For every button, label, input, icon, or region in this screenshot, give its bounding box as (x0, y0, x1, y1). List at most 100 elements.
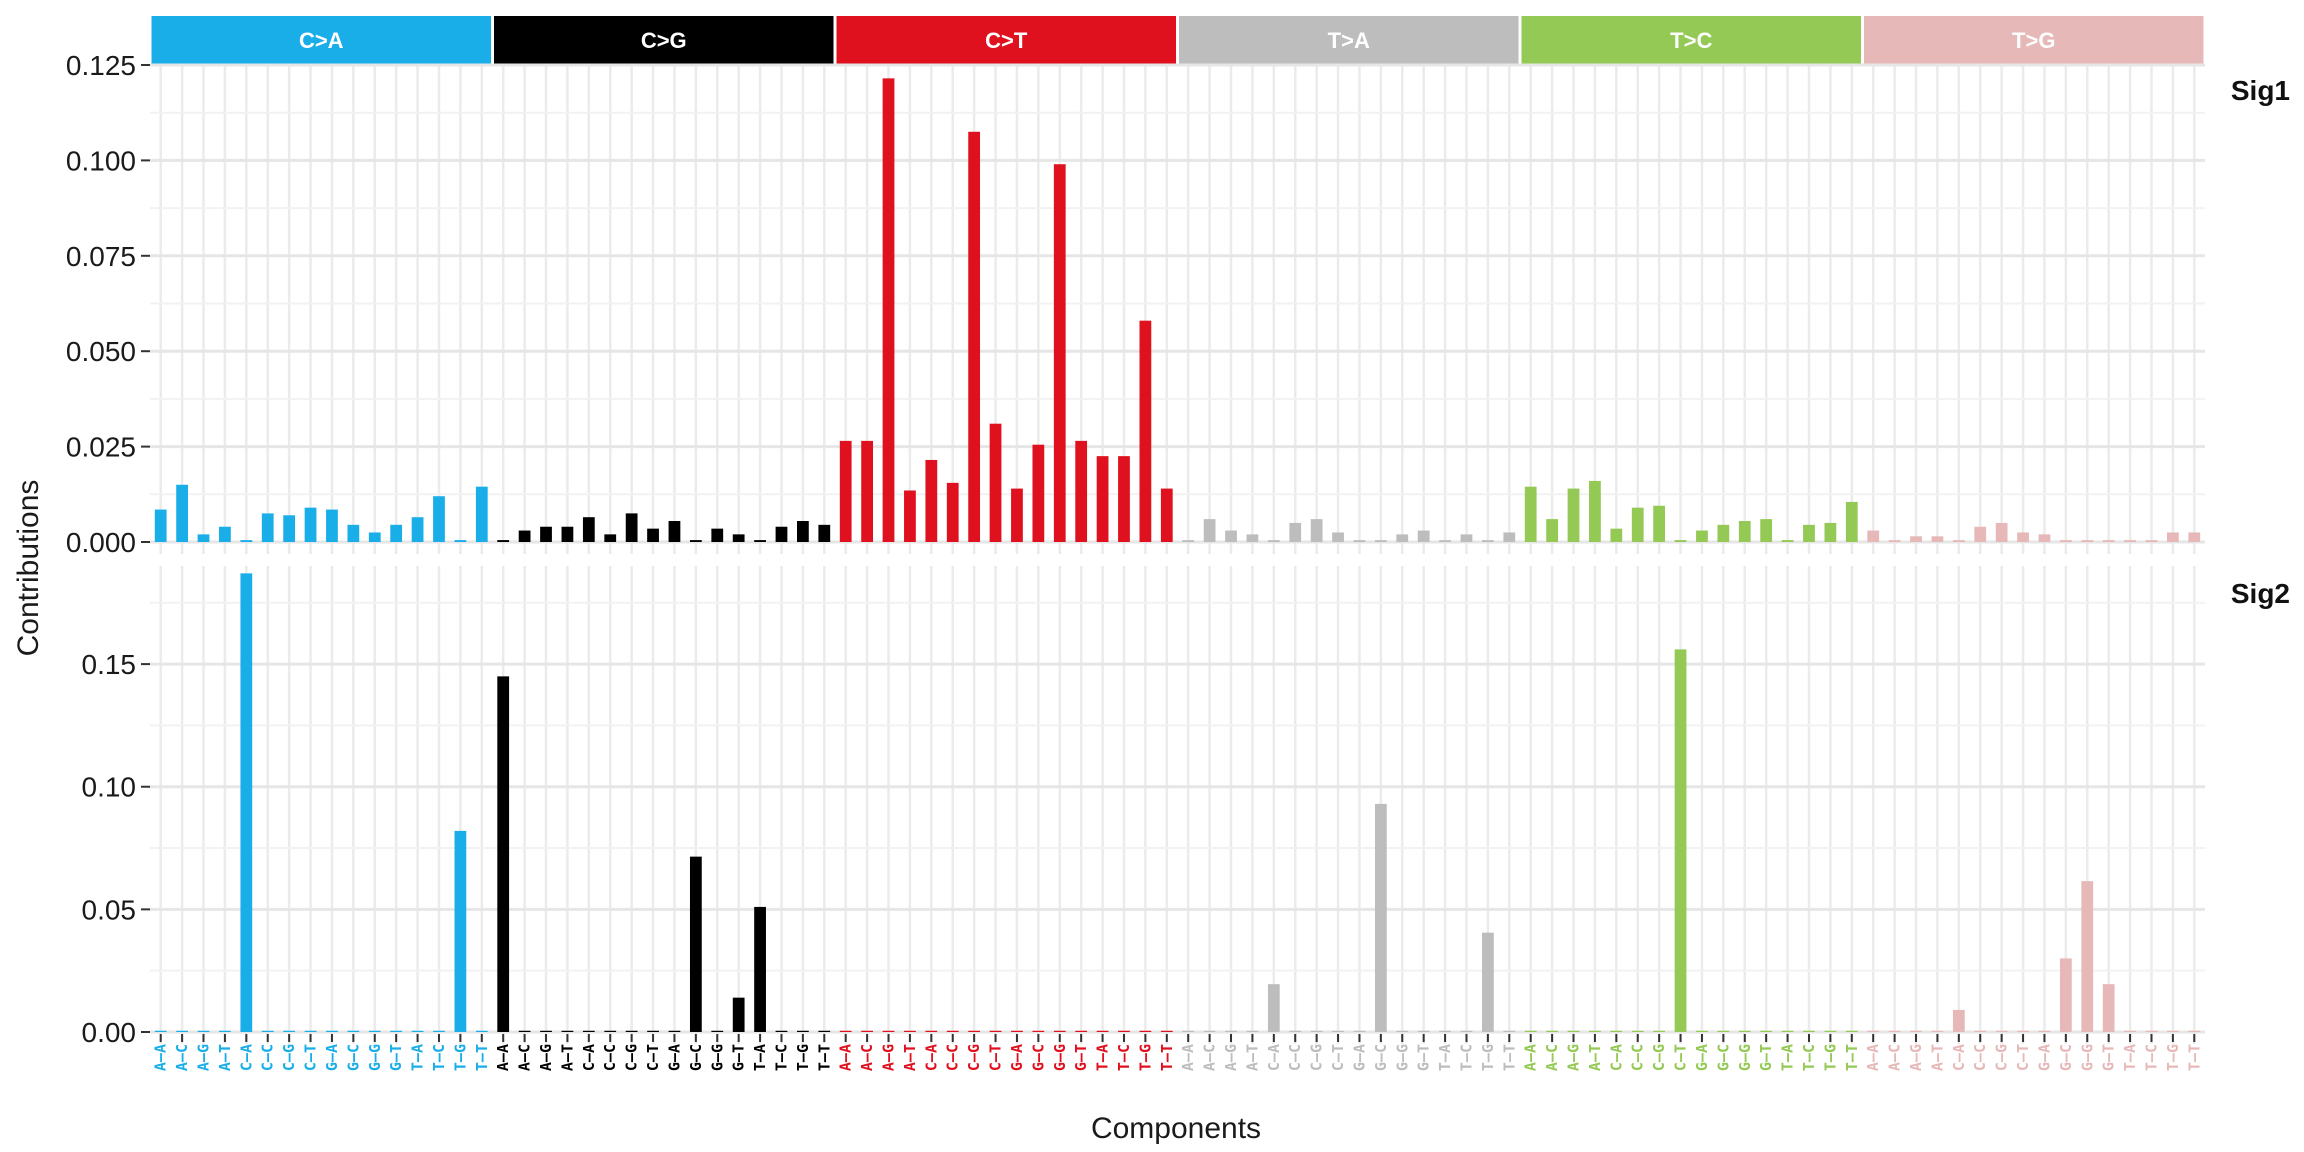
x-tick-label: T–T (815, 1044, 833, 1071)
bar (283, 1030, 296, 1032)
bar (154, 1030, 167, 1032)
bar (711, 528, 724, 542)
bar (1032, 444, 1045, 542)
bar (1011, 488, 1023, 542)
x-tick-label: G–T (1072, 1044, 1090, 1071)
bar (797, 521, 809, 542)
x-tick-label: A–T (1928, 1044, 1946, 1071)
bar (625, 1030, 638, 1032)
bar (2059, 958, 2072, 1032)
bar (497, 676, 510, 1032)
bar (1011, 1030, 1023, 1032)
bar (2124, 1030, 2136, 1032)
facet-label: Sig1 (2231, 75, 2290, 106)
bar (347, 1030, 360, 1032)
bar (326, 509, 338, 542)
bar (925, 1030, 938, 1032)
bar (1310, 519, 1323, 542)
bar (1567, 488, 1580, 542)
x-tick-label: T–A (409, 1044, 427, 1071)
bar (1203, 1030, 1216, 1032)
bar (1674, 540, 1687, 542)
bar (968, 1030, 981, 1032)
bar (582, 1030, 595, 1032)
bar (454, 830, 467, 1032)
strip-label: C>G (641, 28, 687, 53)
x-tick-label: C–T (644, 1044, 662, 1071)
y-tick-label: 0.025 (66, 432, 136, 463)
bar (454, 540, 467, 542)
bar (1931, 536, 1944, 542)
x-tick-label: G–C (2057, 1044, 2075, 1071)
bar (1503, 1030, 1516, 1032)
bar (882, 1030, 895, 1032)
bar (1589, 480, 1601, 542)
strip-C-to-T (836, 16, 1176, 64)
y-tick-label: 0.075 (66, 241, 136, 272)
bar (1653, 505, 1666, 542)
x-tick-label: C–C (1971, 1044, 1989, 1071)
bar (1396, 534, 1409, 542)
bar (1589, 1030, 1601, 1032)
bar (1546, 1030, 1558, 1032)
bar (518, 1030, 531, 1032)
x-tick-label: G–G (708, 1044, 726, 1071)
bar (1032, 1030, 1045, 1032)
x-tick-label: C–A (1950, 1044, 1968, 1071)
y-tick-label: 0.15 (82, 649, 137, 680)
bar (304, 1030, 317, 1032)
bar (1267, 984, 1280, 1032)
bar (326, 1030, 338, 1032)
bar (1546, 519, 1558, 542)
bar (1246, 1030, 1259, 1032)
x-tick-label: T–G (1479, 1044, 1497, 1071)
bar (1696, 1030, 1708, 1032)
bar (1332, 532, 1344, 542)
x-tick-label: C–C (601, 1044, 619, 1071)
bar (1974, 1030, 1987, 1032)
bar (1225, 530, 1237, 542)
x-tick-label: G–G (2078, 1044, 2096, 1071)
strip-label: T>C (1670, 28, 1712, 53)
x-tick-label: C–A (580, 1044, 598, 1071)
bar (1310, 1030, 1323, 1032)
x-tick-label: T–G (794, 1044, 812, 1071)
bar (1717, 524, 1730, 542)
bar (946, 482, 959, 542)
strip-T-to-C (1521, 16, 1861, 64)
bar (1524, 486, 1537, 542)
y-tick-label: 0.050 (66, 336, 136, 367)
bar (1653, 1030, 1666, 1032)
x-tick-label: A–C (516, 1044, 534, 1071)
y-tick-label: 0.05 (82, 894, 137, 925)
x-tick-label: T–A (1094, 1044, 1112, 1071)
bar (689, 540, 702, 542)
x-tick-label: C–G (1993, 1044, 2011, 1071)
bar (1781, 1030, 1794, 1032)
bar (176, 484, 188, 542)
bar (540, 526, 552, 542)
bar (1118, 456, 1130, 542)
bar (2145, 1030, 2158, 1032)
bar (1910, 536, 1922, 542)
x-tick-label: T–C (1457, 1044, 1475, 1071)
bar (1139, 1030, 1152, 1032)
x-tick-label: C–C (1286, 1044, 1304, 1071)
x-tick-label: T–C (1800, 1044, 1818, 1071)
bar (1053, 1030, 1066, 1032)
bar (240, 573, 253, 1032)
y-tick-label: 0.100 (66, 145, 136, 176)
x-tick-label: A–T (1243, 1044, 1261, 1071)
x-tick-label: T–T (2185, 1044, 2203, 1071)
bar (1845, 1030, 1858, 1032)
bar (1931, 1030, 1944, 1032)
x-tick-label: T–T (1843, 1044, 1861, 1071)
bar (1760, 519, 1773, 542)
bar (1160, 1030, 1173, 1032)
facet-label: Sig2 (2231, 578, 2290, 609)
bar (219, 526, 231, 542)
x-tick-label: C–T (987, 1044, 1005, 1071)
x-tick-label: A–A (1179, 1044, 1197, 1071)
x-tick-label: G–T (387, 1044, 405, 1071)
